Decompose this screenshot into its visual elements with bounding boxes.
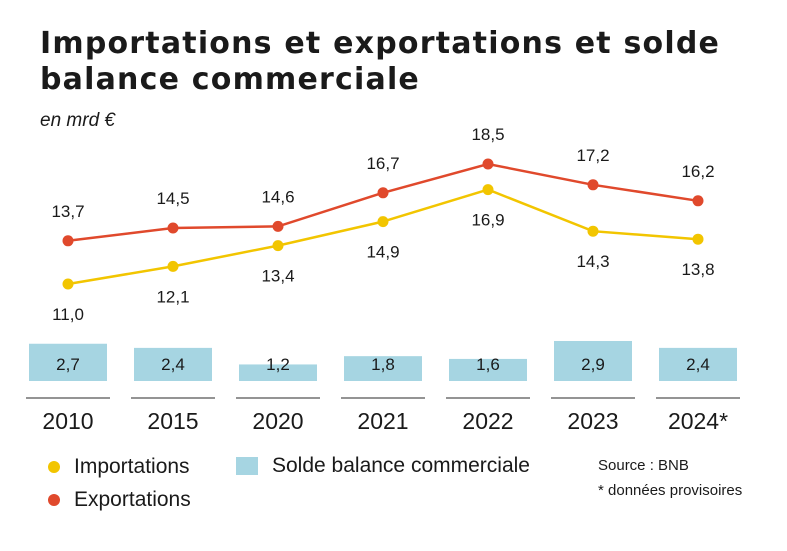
- balance-bar-label: 1,2: [266, 355, 290, 374]
- balance-bar-label: 1,8: [371, 355, 395, 374]
- balance-bar: [134, 347, 212, 381]
- exports-data-label: 14,5: [156, 189, 189, 208]
- balance-bar: [239, 364, 317, 381]
- balance-bars: 2,7 2,4 1,2 1,8 1,6 2,9 2,4: [29, 340, 737, 381]
- imports-point: [482, 184, 494, 196]
- x-axis: 2010 2015 2020 2021 2022 2023 2024*: [26, 397, 740, 434]
- chart-title: Importations et exportations et solde ba…: [40, 26, 721, 97]
- x-tick-label: 2021: [357, 408, 408, 434]
- x-tick-label: 2024*: [668, 408, 728, 434]
- balance-bar: [344, 356, 422, 381]
- balance-bar-label: 1,6: [476, 355, 500, 374]
- exports-data-label: 17,2: [576, 146, 609, 165]
- imports-data-label: 13,8: [681, 260, 714, 279]
- x-tick-label: 2010: [42, 408, 93, 434]
- exports-data-label: 18,5: [471, 125, 504, 144]
- imports-data-label: 11,0: [52, 305, 84, 324]
- legend-imports-label: Importations: [74, 455, 190, 478]
- source-note: Source : BNB: [598, 457, 689, 474]
- x-tick-label: 2023: [567, 408, 618, 434]
- legend-exports-marker: [48, 494, 60, 506]
- imports-data-label: 13,4: [261, 267, 294, 286]
- data-labels: 13,7 14,5 14,6 16,7 18,5 17,2 16,2 11,0 12,1 13,4…: [51, 125, 714, 324]
- exports-point: [692, 195, 704, 207]
- imports-point: [167, 260, 179, 272]
- balance-bar: [29, 343, 107, 381]
- balance-bar-label: 2,4: [161, 355, 185, 374]
- legend-item-imports: Importations: [48, 455, 190, 479]
- balance-bar-label: 2,9: [581, 355, 605, 374]
- balance-bar: [659, 347, 737, 381]
- exports-point: [482, 158, 494, 170]
- imports-point: [62, 278, 74, 290]
- imports-point: [272, 240, 284, 252]
- exports-data-label: 14,6: [261, 187, 294, 206]
- legend-balance-label: Solde balance commerciale: [272, 454, 530, 477]
- exports-point: [377, 187, 389, 199]
- x-tick-label: 2022: [462, 408, 513, 434]
- exports-point: [62, 235, 74, 247]
- exports-point: [167, 222, 179, 234]
- balance-bar: [449, 358, 527, 381]
- imports-point: [692, 233, 704, 245]
- balance-bar-label: 2,7: [56, 355, 80, 374]
- series-lines: [62, 158, 704, 290]
- legend-item-balance: Solde balance commerciale: [236, 454, 530, 478]
- exports-data-label: 16,7: [366, 154, 399, 173]
- chart-subtitle: en mrd €: [40, 110, 115, 131]
- balance-bar: [554, 340, 632, 381]
- legend-imports-marker: [48, 461, 60, 473]
- imports-data-label: 14,3: [576, 252, 609, 271]
- exports-data-label: 13,7: [51, 202, 84, 221]
- x-tick-label: 2015: [147, 408, 198, 434]
- x-tick-label: 2020: [252, 408, 303, 434]
- imports-data-label: 12,1: [156, 287, 189, 306]
- footnote: * données provisoires: [598, 482, 743, 499]
- exports-data-label: 16,2: [681, 162, 714, 181]
- legend-exports-label: Exportations: [74, 488, 191, 511]
- imports-data-label: 14,9: [366, 243, 399, 262]
- exports-point: [587, 179, 599, 191]
- balance-bar-label: 2,4: [686, 355, 710, 374]
- legend-balance-marker: [236, 457, 258, 475]
- exports-point: [272, 220, 284, 232]
- imports-point: [377, 216, 389, 228]
- imports-data-label: 16,9: [471, 211, 504, 230]
- imports-point: [587, 225, 599, 237]
- legend-item-exports: Exportations: [48, 488, 191, 512]
